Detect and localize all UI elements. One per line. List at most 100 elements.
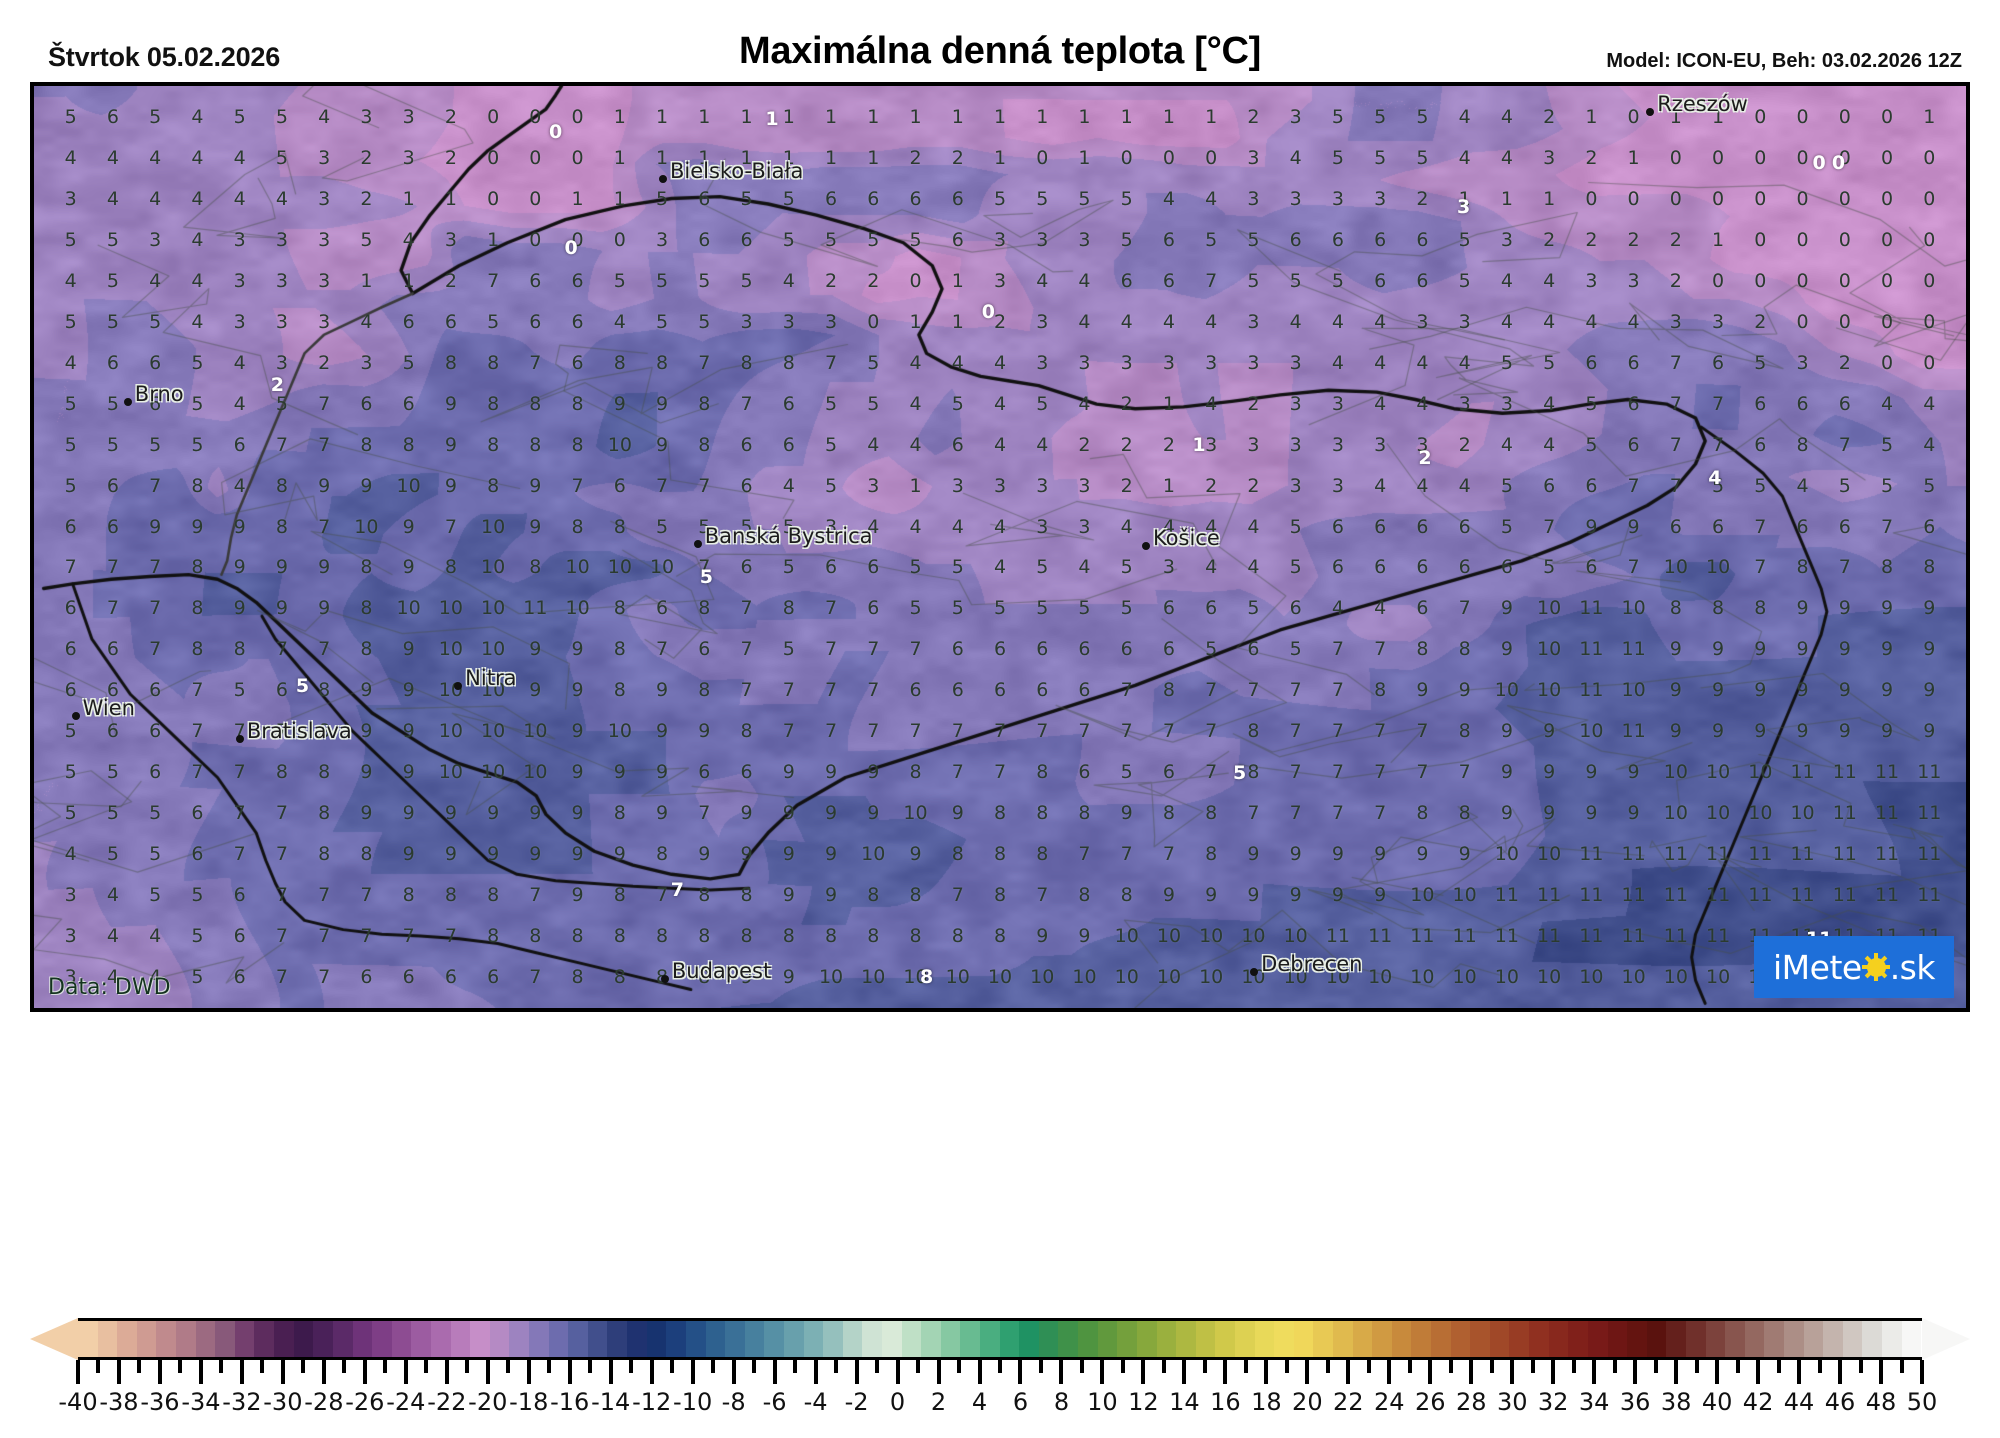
temperature-value: 4 bbox=[1247, 515, 1260, 538]
colorbar-tick bbox=[280, 1360, 285, 1384]
temperature-value: 6 bbox=[64, 679, 77, 702]
colorbar-tick-label: 28 bbox=[1455, 1388, 1487, 1416]
city-dot-icon bbox=[123, 398, 132, 407]
temperature-value: 6 bbox=[402, 310, 415, 333]
temperature-value: 1 bbox=[1923, 106, 1936, 129]
colorbar-tick bbox=[1797, 1360, 1802, 1384]
city-dot-icon bbox=[693, 540, 702, 549]
temperature-value: 5 bbox=[824, 433, 838, 456]
temperature-value: 8 bbox=[1796, 556, 1809, 579]
temperature-value: 7 bbox=[740, 679, 753, 702]
temperature-value: 3 bbox=[1374, 188, 1387, 211]
temperature-value: 3 bbox=[444, 229, 457, 252]
colorbar-tick-label: -32 bbox=[222, 1388, 262, 1416]
colorbar-tick bbox=[116, 1360, 121, 1384]
temperature-value: 4 bbox=[106, 188, 119, 211]
temperature-value: 6 bbox=[951, 188, 964, 211]
colorbar-tick-label: 24 bbox=[1374, 1388, 1405, 1416]
temperature-value: 7 bbox=[1331, 679, 1344, 702]
colorbar-minor-tick bbox=[1776, 1360, 1781, 1373]
colorbar-segment bbox=[1509, 1321, 1530, 1357]
colorbar-tick-label: -6 bbox=[762, 1388, 787, 1416]
temperature-value: 10 bbox=[1537, 679, 1562, 702]
temperature-value: 9 bbox=[529, 474, 542, 497]
colorbar-tick-label: 46 bbox=[1824, 1388, 1856, 1416]
colorbar-segment bbox=[1784, 1321, 1804, 1357]
temperature-value: 0 bbox=[1754, 229, 1767, 252]
temperature-value: 0 bbox=[1205, 147, 1218, 170]
colorbar-minor-tick bbox=[793, 1360, 798, 1373]
colorbar-segment bbox=[1274, 1321, 1294, 1357]
imeteo-logo[interactable]: iMete .sk bbox=[1754, 936, 1954, 998]
temperature-value: 0 bbox=[1754, 147, 1767, 170]
temperature-value: 1 bbox=[487, 229, 500, 252]
temperature-value: 2 bbox=[1543, 106, 1556, 129]
temperature-value: 5 bbox=[951, 597, 964, 620]
temperature-value: 1 bbox=[1712, 229, 1725, 252]
temperature-value: 0 bbox=[1712, 188, 1725, 211]
temperature-value: 4 bbox=[1078, 556, 1091, 579]
colorbar-tick bbox=[895, 1360, 900, 1384]
temperature-value: 4 bbox=[1205, 188, 1218, 211]
temperature-value: 7 bbox=[1331, 638, 1344, 661]
temperature-value: 6 bbox=[1331, 556, 1344, 579]
temperature-value: 9 bbox=[1796, 638, 1809, 661]
colorbar-segment bbox=[783, 1321, 804, 1357]
colorbar-minor-tick bbox=[1120, 1360, 1125, 1373]
temperature-value: 8 bbox=[529, 392, 542, 415]
temperature-value: 4 bbox=[1331, 310, 1344, 333]
city-dot-icon bbox=[1646, 108, 1655, 117]
temperature-value: 5 bbox=[740, 188, 753, 211]
temperature-value: 8 bbox=[1712, 597, 1725, 620]
colorbar-segment bbox=[607, 1321, 628, 1357]
temperature-value: 4 bbox=[1374, 392, 1387, 415]
temperature-value: 9 bbox=[1416, 679, 1429, 702]
temperature-value: 7 bbox=[909, 638, 922, 661]
colorbar-tick bbox=[1592, 1360, 1597, 1384]
temperature-value: 5 bbox=[782, 515, 795, 538]
colorbar-tick bbox=[1387, 1360, 1392, 1384]
temperature-value: 9 bbox=[656, 433, 669, 456]
temperature-value: 5 bbox=[64, 310, 77, 333]
colorbar-segment bbox=[1646, 1321, 1667, 1357]
temperature-value: 7 bbox=[656, 474, 669, 497]
temperature-value: 0 bbox=[1669, 147, 1682, 170]
temperature-value: 7 bbox=[1669, 351, 1682, 374]
temperature-value: 6 bbox=[1289, 597, 1302, 620]
temperature-value: 6 bbox=[1754, 392, 1767, 415]
temperature-value: 0 bbox=[1838, 188, 1851, 211]
temperature-value: 7 bbox=[698, 556, 711, 579]
colorbar-tick bbox=[1182, 1360, 1187, 1384]
temperature-value: 3 bbox=[1289, 392, 1302, 415]
temperature-value: 3 bbox=[1374, 433, 1387, 456]
temperature-value: 6 bbox=[1796, 515, 1809, 538]
temperature-value: 5 bbox=[782, 229, 795, 252]
temperature-value: 1 bbox=[1120, 106, 1133, 129]
city-name-label: Košice bbox=[1152, 526, 1220, 551]
temperature-value: 5 bbox=[1036, 556, 1049, 579]
temperature-value: 7 bbox=[656, 638, 669, 661]
temperature-value: 5 bbox=[1120, 597, 1133, 620]
temperature-value: 5 bbox=[1416, 147, 1429, 170]
temperature-value: 4 bbox=[867, 433, 880, 456]
temperature-value: 4 bbox=[1289, 310, 1302, 333]
colorbar-tick-label: 32 bbox=[1537, 1388, 1569, 1416]
temperature-value: 1 bbox=[1078, 106, 1091, 129]
temperature-value: 2 bbox=[1838, 351, 1851, 374]
temperature-value: 5 bbox=[1585, 433, 1598, 456]
temperature-value: 9 bbox=[1881, 597, 1894, 620]
temperature-value: 1 bbox=[1585, 106, 1598, 129]
temperature-value: 7 bbox=[1627, 474, 1640, 497]
temperature-value: 6 bbox=[529, 270, 542, 293]
city-name-label: Debrecen bbox=[1261, 952, 1363, 977]
colorbar-segment bbox=[332, 1321, 353, 1357]
colorbar-segment bbox=[881, 1321, 902, 1357]
temperature-value: 4 bbox=[1374, 310, 1387, 333]
colorbar-tick-label: -18 bbox=[509, 1388, 549, 1416]
city-name-label: Nitra bbox=[465, 666, 517, 691]
temperature-value: 0 bbox=[1838, 310, 1851, 333]
colorbar-tick-label: -4 bbox=[803, 1388, 828, 1416]
temperature-value: 1 bbox=[402, 188, 415, 211]
temperature-value: 0 bbox=[1838, 270, 1851, 293]
